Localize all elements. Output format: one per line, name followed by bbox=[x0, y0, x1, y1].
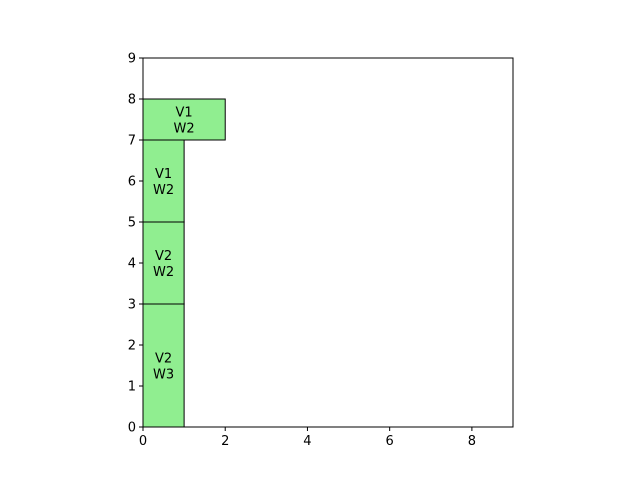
rectangle-label-1-line2: W2 bbox=[153, 265, 174, 280]
y-tick-label-7: 7 bbox=[128, 134, 136, 149]
y-tick-label-6: 6 bbox=[128, 175, 136, 190]
rectangle-label-3-line2: W2 bbox=[174, 122, 195, 137]
y-axis: 0 1 2 3 4 5 6 7 8 9 bbox=[128, 52, 143, 436]
x-tick-label-2: 4 bbox=[303, 434, 311, 449]
x-tick-label-1: 2 bbox=[221, 434, 229, 449]
y-tick-label-2: 2 bbox=[128, 339, 136, 354]
y-tick-label-8: 8 bbox=[128, 93, 136, 108]
y-tick-label-9: 9 bbox=[128, 52, 136, 67]
rectangle-label-1-line1: V2 bbox=[155, 249, 172, 264]
rectangle-label-2-line2: W2 bbox=[153, 183, 174, 198]
y-tick-label-4: 4 bbox=[128, 257, 136, 272]
x-axis: 0 2 4 6 8 bbox=[139, 427, 476, 449]
y-tick-label-5: 5 bbox=[128, 216, 136, 231]
rectangle-3 bbox=[142, 98, 226, 141]
rectangle-label-0-line1: V2 bbox=[155, 352, 172, 367]
y-tick-label-1: 1 bbox=[128, 380, 136, 395]
x-tick-label-4: 8 bbox=[468, 434, 476, 449]
y-tick-label-0: 0 bbox=[128, 421, 136, 436]
x-tick-label-3: 6 bbox=[386, 434, 394, 449]
y-tick-label-3: 3 bbox=[128, 298, 136, 313]
rectangle-label-2-line1: V1 bbox=[155, 167, 172, 182]
rectangle-label-0-line2: W3 bbox=[153, 368, 174, 383]
x-tick-label-0: 0 bbox=[139, 434, 147, 449]
rectangle-0 bbox=[142, 303, 185, 428]
plot-frame bbox=[142, 57, 514, 428]
rectangle-label-3-line1: V1 bbox=[176, 106, 193, 121]
